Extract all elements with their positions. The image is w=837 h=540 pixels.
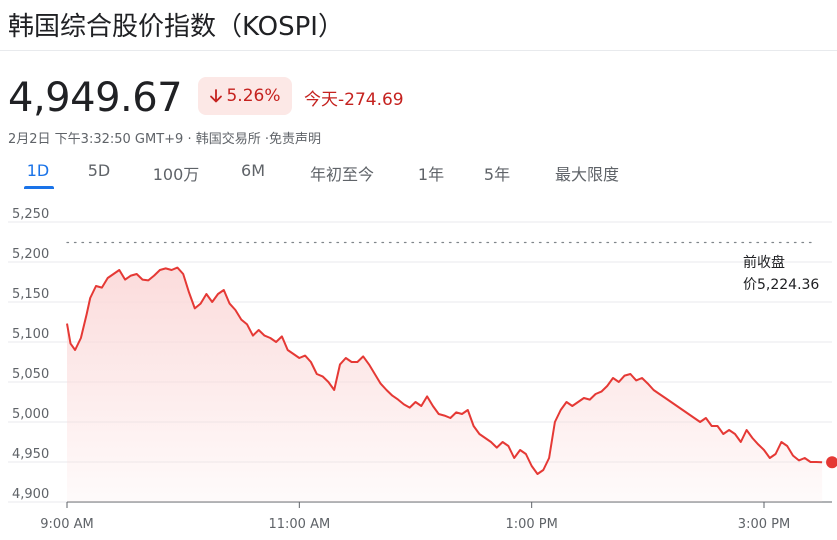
tab-100m[interactable]: 100万	[152, 165, 200, 184]
tab-5d[interactable]: 5D	[87, 161, 111, 180]
y-tick-label: 5,050	[12, 367, 49, 382]
y-tick-label: 5,250	[12, 207, 49, 222]
y-tick-label: 4,900	[12, 487, 49, 502]
title-divider	[0, 50, 837, 51]
change-percent-badge: 5.26%	[198, 77, 292, 115]
y-tick-label: 5,000	[12, 407, 49, 422]
last-value-dot	[826, 456, 837, 469]
tab-max[interactable]: 最大限度	[554, 165, 620, 184]
x-tick-label: 11:00 AM	[268, 517, 330, 532]
today-change: 今天-274.69	[304, 90, 404, 110]
active-tab-indicator	[24, 186, 54, 189]
tab-1d[interactable]: 1D	[26, 161, 50, 180]
x-tick-label: 1:00 PM	[505, 517, 557, 532]
tab-ytd[interactable]: 年初至今	[309, 165, 375, 184]
tab-5y[interactable]: 5年	[483, 165, 511, 184]
previous-close-label-line2: 价5,224.36	[743, 277, 820, 293]
x-tick-label: 9:00 AM	[40, 517, 93, 532]
y-tick-label: 5,150	[12, 287, 49, 302]
y-tick-label: 5,100	[12, 327, 49, 342]
x-tick-label: 3:00 PM	[738, 517, 790, 532]
y-tick-label: 4,950	[12, 447, 49, 462]
current-price: 4,949.67	[8, 75, 183, 121]
arrow-down-icon	[210, 89, 223, 103]
series-line	[66, 266, 823, 475]
page-title: 韩国综合股价指数（KOSPI）	[8, 12, 344, 42]
series-area	[67, 267, 823, 502]
tab-1y[interactable]: 1年	[417, 165, 445, 184]
previous-close-label-line1: 前收盘	[743, 255, 785, 271]
previous-close-label: 前收盘 价5,224.36	[743, 252, 819, 296]
tab-6m[interactable]: 6M	[241, 161, 265, 180]
y-tick-label: 5,200	[12, 247, 49, 262]
change-percent: 5.26%	[226, 86, 281, 106]
quote-meta: 2月2日 下午3:32:50 GMT+9 · 韩国交易所 ·免责声明	[8, 132, 321, 147]
